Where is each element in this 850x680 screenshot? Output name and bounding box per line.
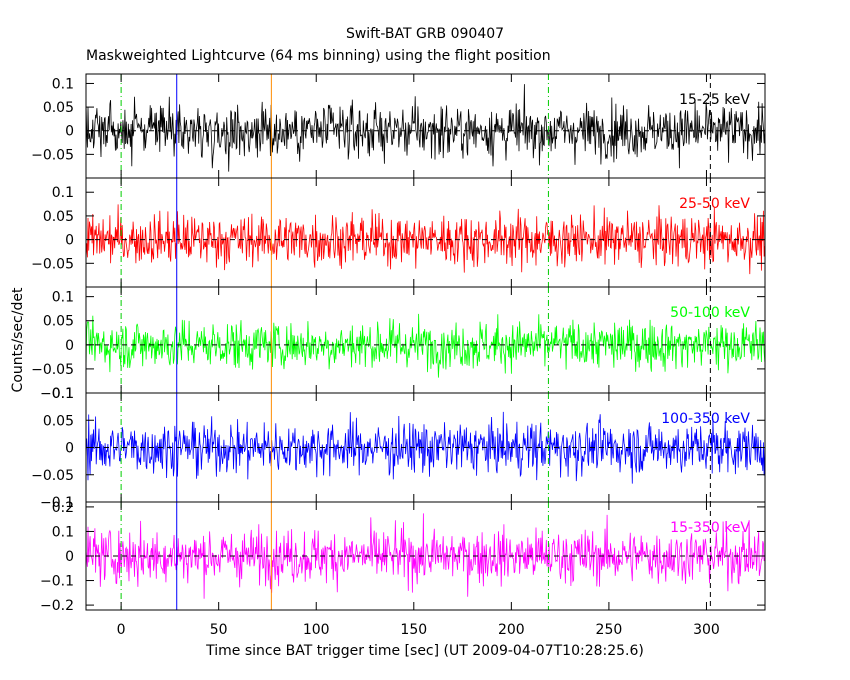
- chart-title: Swift-BAT GRB 090407: [346, 26, 504, 42]
- panel-0: 0.1 0.05 0 −0.05 15-25 keV: [31, 73, 766, 179]
- x-axis-label: Time since BAT trigger time [sec] (UT 20…: [205, 643, 644, 659]
- panel-1: 0.1 0.05 0 −0.05 25-50 keV: [31, 177, 766, 288]
- band-label: 100-350 keV: [661, 411, 750, 427]
- y-tick-label: 0.1: [52, 185, 74, 201]
- band-label: 15-350 keV: [670, 520, 750, 536]
- lightcurve-trace: [86, 513, 765, 599]
- x-tick-label: 250: [596, 622, 623, 638]
- y-tick-label: 0.05: [43, 100, 74, 116]
- panel-4: 0.2 0.1 0 −0.1 −0.2 15-350 keV: [40, 500, 766, 614]
- x-tick-label: 100: [303, 622, 330, 638]
- y-tick-label: 0.05: [43, 314, 74, 330]
- y-tick-label: 0.1: [52, 76, 74, 92]
- y-tick-label: −0.05: [31, 256, 74, 272]
- band-label: 25-50 keV: [679, 196, 750, 212]
- y-tick-label: 0.1: [52, 386, 74, 402]
- lightcurve-trace: [86, 204, 765, 275]
- band-label: 50-100 keV: [670, 305, 750, 321]
- y-tick-label: 0.1: [52, 290, 74, 306]
- x-tick-label: 0: [117, 622, 126, 638]
- lightcurve-trace: [86, 313, 765, 378]
- lightcurve-trace: [86, 84, 765, 172]
- y-tick-label: 0: [65, 233, 74, 249]
- x-tick-label: 50: [210, 622, 228, 638]
- y-tick-label: 0: [65, 124, 74, 140]
- panel-3: 0.1 0.05 0 −0.05 −0.1 100-350 keV: [31, 386, 766, 511]
- y-tick-label: −0.05: [31, 468, 74, 484]
- panels-group: 0.1 0.05 0 −0.05 15-25 keV 0.1 0.05 0 −0.05 25-50…: [31, 73, 766, 638]
- chart-subtitle: Maskweighted Lightcurve (64 ms binning) …: [86, 48, 551, 64]
- band-label: 15-25 keV: [679, 92, 750, 108]
- y-tick-label: −0.1: [40, 386, 74, 402]
- y-tick-label: 0.2: [52, 500, 74, 516]
- x-tick-label: 150: [400, 622, 427, 638]
- panel-2: 0.1 0.05 0 −0.05 −0.1 50-100 keV: [31, 286, 766, 402]
- x-tick-label: 300: [693, 622, 720, 638]
- y-tick-label: −0.05: [31, 147, 74, 163]
- y-axis-label: Counts/sec/det: [10, 287, 26, 392]
- y-tick-label: −0.1: [40, 495, 74, 511]
- y-tick-label: 0: [65, 549, 74, 565]
- y-tick-label: −0.1: [40, 574, 74, 590]
- x-tick-label: 200: [498, 622, 525, 638]
- y-tick-label: 0: [65, 338, 74, 354]
- y-tick-label: −0.2: [40, 598, 74, 614]
- y-tick-label: 0.05: [43, 413, 74, 429]
- y-tick-label: 0.1: [52, 524, 74, 540]
- y-tick-label: 0: [65, 441, 74, 457]
- y-tick-label: −0.05: [31, 362, 74, 378]
- y-tick-label: 0.05: [43, 209, 74, 225]
- lightcurve-trace: [86, 411, 765, 484]
